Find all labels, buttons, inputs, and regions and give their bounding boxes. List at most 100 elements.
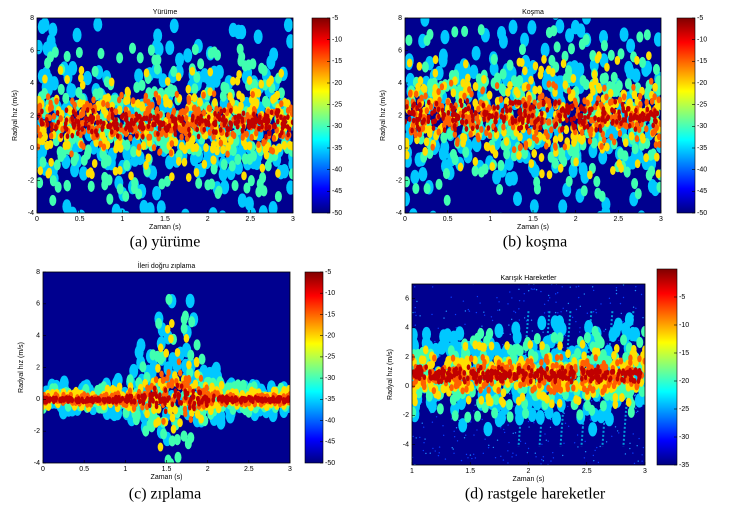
speckle: [519, 300, 520, 301]
blob: [188, 316, 195, 327]
y-tick-label: 2: [36, 364, 40, 371]
speckle: [607, 343, 608, 344]
blob: [39, 157, 46, 168]
blob: [501, 108, 505, 114]
blob: [581, 185, 588, 196]
blob: [180, 383, 184, 389]
blob: [186, 85, 192, 94]
blob: [518, 143, 522, 150]
blob: [192, 105, 196, 112]
blob: [471, 113, 475, 119]
speckle: [439, 452, 440, 453]
blob: [165, 98, 171, 107]
blob: [267, 397, 271, 403]
blob: [528, 76, 534, 85]
blob: [539, 153, 545, 162]
blob: [192, 44, 199, 55]
blob: [409, 407, 416, 418]
blob: [157, 95, 161, 102]
speckle: [500, 456, 501, 457]
speckle: [415, 315, 416, 316]
blob: [613, 99, 617, 105]
speckle: [576, 309, 577, 310]
caption: (b) koşma: [503, 234, 567, 251]
speckle: [470, 421, 471, 422]
blob: [42, 75, 48, 84]
blob: [280, 164, 289, 178]
blob: [247, 76, 253, 85]
blob: [114, 140, 120, 149]
blob: [588, 422, 597, 436]
speckle: [534, 288, 535, 289]
speckle: [580, 306, 581, 307]
speckle: [425, 453, 426, 454]
blob: [141, 126, 145, 132]
blob: [40, 121, 44, 127]
blob: [515, 89, 521, 98]
blob: [443, 328, 452, 342]
blob: [497, 26, 506, 40]
blob: [440, 132, 447, 143]
blob: [651, 123, 655, 129]
blob: [631, 84, 635, 91]
blob: [424, 183, 431, 194]
blob: [256, 141, 260, 148]
blob: [435, 101, 439, 107]
blob: [212, 393, 216, 399]
speckle: [638, 438, 639, 439]
x-tick-label: 1.5: [528, 216, 538, 223]
speckle: [513, 405, 514, 406]
blob: [458, 163, 464, 172]
blob: [259, 172, 266, 183]
blob: [267, 130, 271, 136]
blob: [605, 412, 614, 426]
speckle: [446, 311, 447, 312]
blob: [147, 419, 154, 430]
blob: [561, 59, 567, 68]
colorbar-tick-label: -50: [332, 210, 342, 217]
speckle: [585, 451, 586, 452]
blob: [475, 133, 479, 140]
blob: [418, 76, 424, 85]
speckle: [555, 302, 556, 303]
blob: [84, 398, 88, 404]
blob: [509, 100, 513, 106]
blob: [229, 23, 238, 37]
speckle: [568, 303, 569, 304]
blob: [484, 142, 490, 151]
blob: [197, 97, 203, 106]
speckle: [600, 303, 601, 304]
y-tick-label: 4: [36, 333, 40, 340]
blob: [207, 68, 213, 77]
colorbar-tick-label: -5: [332, 15, 338, 22]
speckle: [568, 426, 569, 427]
panel: 00.511.522.53-4-202468YürümeZaman (s)Rad…: [12, 9, 342, 251]
blob: [531, 149, 537, 158]
speckle: [633, 433, 634, 434]
blob: [401, 192, 410, 206]
blob: [199, 354, 206, 365]
blob: [544, 143, 548, 150]
speckle: [415, 307, 416, 308]
speckle: [620, 303, 621, 304]
blob: [481, 75, 487, 84]
speckle: [512, 453, 513, 454]
blob: [465, 119, 469, 125]
speckle: [605, 329, 606, 330]
blob: [606, 115, 610, 121]
blob: [46, 93, 50, 100]
blob: [482, 163, 489, 174]
blob: [68, 397, 72, 403]
blob: [505, 172, 514, 186]
blob: [146, 99, 150, 106]
blob: [618, 164, 624, 173]
speckle: [466, 454, 467, 455]
blob: [422, 61, 429, 72]
colorbar-tick-label: -25: [697, 102, 707, 109]
blob: [62, 93, 69, 104]
blob: [192, 394, 196, 400]
blob: [597, 117, 601, 123]
speckle: [544, 312, 545, 313]
colorbar: [305, 272, 323, 463]
speckle: [610, 303, 611, 304]
